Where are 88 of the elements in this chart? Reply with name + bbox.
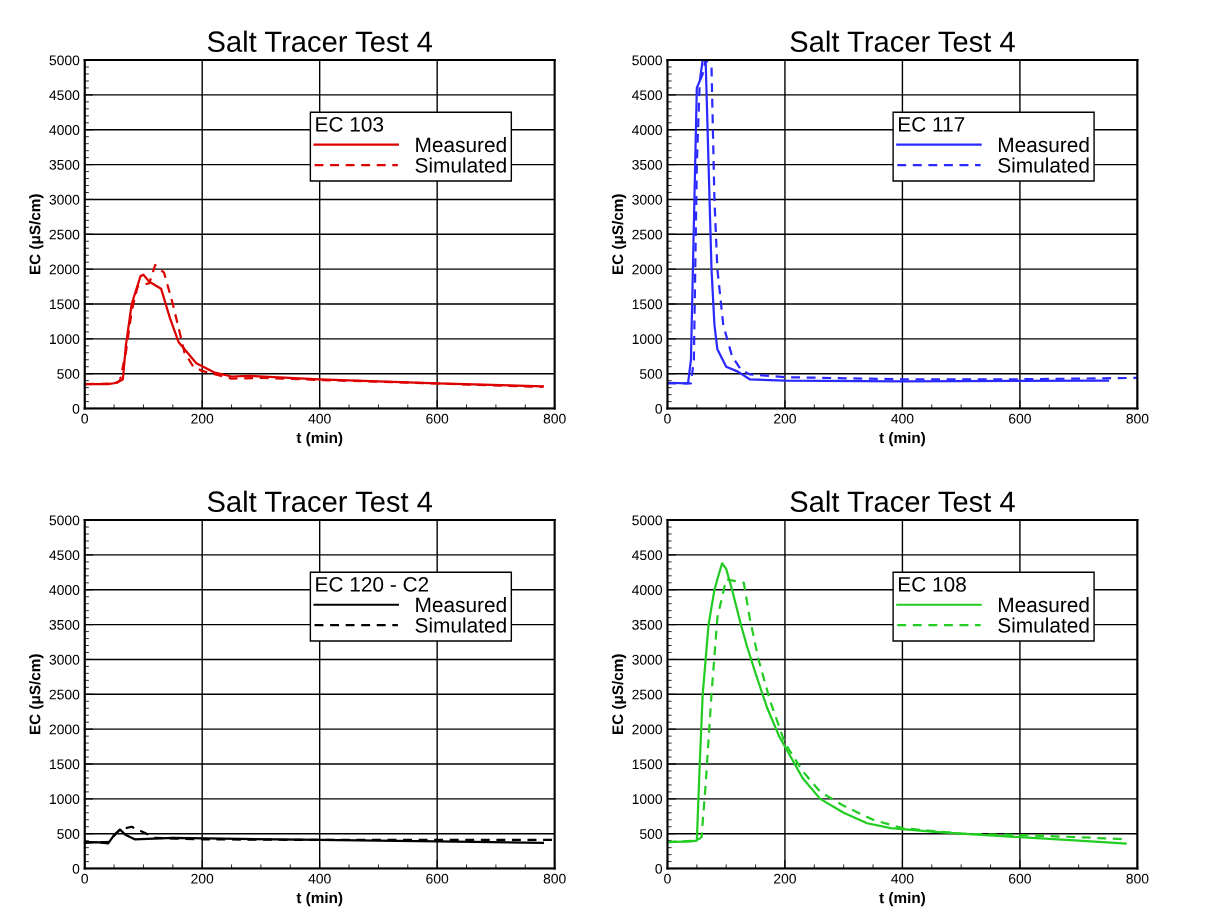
- y-tick-label: 2000: [49, 264, 80, 275]
- y-tick-label: 4000: [49, 585, 80, 595]
- y-tick-label: 4000: [49, 125, 80, 135]
- y-tick-label: 5000: [49, 515, 80, 526]
- y-tick-label: 0: [72, 863, 80, 874]
- legend-title: EC 120 - C2: [316, 577, 429, 592]
- y-tick-label: 500: [57, 829, 80, 839]
- y-tick-label: 1000: [632, 334, 663, 345]
- x-tick-label: 400: [308, 873, 331, 884]
- y-tick-label: 1500: [50, 299, 80, 310]
- y-tick-label: 2000: [49, 724, 80, 735]
- y-tick-label: 1500: [632, 759, 663, 770]
- x-axis-title: t (min): [879, 891, 925, 907]
- legend-label: Measured: [998, 596, 1089, 613]
- y-tick-label: 4500: [632, 90, 663, 101]
- y-axis-title: EC (μS/cm): [611, 194, 627, 275]
- x-tick-label: 600: [1009, 413, 1031, 424]
- y-axis-title: EC (μS/cm): [29, 654, 44, 735]
- y-tick-label: 4500: [49, 90, 80, 101]
- y-tick-label: 4500: [632, 550, 663, 561]
- y-axis-title: EC (μS/cm): [611, 654, 627, 735]
- y-tick-label: 2500: [49, 229, 80, 240]
- legend-label: Simulated: [415, 157, 506, 173]
- y-tick-label: 0: [72, 403, 80, 414]
- y-tick-label: 2500: [49, 689, 80, 700]
- chart-title: Salt Tracer Test 4: [790, 490, 1015, 513]
- x-tick-label: 600: [426, 873, 449, 884]
- y-tick-label: 1000: [632, 794, 663, 805]
- y-tick-label: 5000: [632, 55, 663, 66]
- x-tick-label: 400: [308, 413, 331, 424]
- legend-title: EC 103: [316, 117, 384, 132]
- y-tick-label: 3500: [49, 159, 80, 170]
- x-tick-label: 800: [543, 413, 566, 424]
- y-tick-label: 3000: [49, 194, 80, 205]
- x-tick-label: 200: [774, 873, 796, 884]
- legend-label: Measured: [416, 596, 506, 613]
- x-tick-label: 800: [1126, 413, 1149, 424]
- y-tick-label: 0: [655, 863, 663, 874]
- y-tick-label: 3000: [49, 654, 80, 665]
- x-tick-label: 800: [543, 873, 566, 884]
- x-tick-label: 400: [891, 413, 914, 424]
- y-tick-label: 2000: [632, 264, 663, 275]
- legend-title: EC 117: [898, 117, 965, 132]
- y-tick-label: 4500: [49, 550, 80, 561]
- y-tick-label: 2500: [632, 229, 663, 240]
- x-tick-label: 200: [774, 413, 796, 424]
- y-tick-label: 5000: [49, 55, 80, 66]
- y-tick-label: 3000: [632, 194, 663, 205]
- y-tick-label: 500: [639, 369, 663, 379]
- x-axis-title: t (min): [296, 431, 343, 447]
- y-tick-label: 1500: [50, 759, 80, 770]
- y-tick-label: 4000: [632, 585, 663, 595]
- x-tick-label: 600: [426, 413, 449, 424]
- x-tick-label: 400: [891, 873, 914, 884]
- x-tick-label: 800: [1126, 873, 1149, 884]
- chart-title: Salt Tracer Test 4: [207, 30, 433, 53]
- x-axis-title: t (min): [879, 431, 925, 447]
- y-tick-label: 5000: [632, 515, 663, 526]
- y-tick-label: 3500: [632, 159, 663, 170]
- legend-label: Simulated: [998, 157, 1089, 173]
- legend-label: Simulated: [998, 617, 1089, 633]
- y-tick-label: 500: [639, 829, 663, 839]
- y-tick-label: 4000: [632, 125, 663, 135]
- y-tick-label: 3500: [49, 619, 80, 630]
- y-tick-label: 3000: [632, 654, 663, 665]
- y-tick-label: 2500: [632, 689, 663, 700]
- x-tick-label: 200: [191, 413, 214, 424]
- y-tick-label: 1500: [632, 299, 663, 310]
- y-tick-label: 1000: [50, 334, 80, 345]
- y-tick-label: 1000: [50, 794, 80, 805]
- x-tick-label: 0: [81, 413, 89, 424]
- x-tick-label: 0: [81, 873, 89, 884]
- x-tick-label: 600: [1009, 873, 1031, 884]
- x-tick-label: 200: [191, 873, 214, 884]
- x-axis-title: t (min): [296, 891, 343, 907]
- chart-title: Salt Tracer Test 4: [790, 30, 1015, 53]
- y-tick-label: 3500: [632, 619, 663, 630]
- x-tick-label: 0: [664, 873, 671, 884]
- y-axis-title: EC (μS/cm): [29, 194, 44, 275]
- legend-label: Measured: [416, 136, 506, 153]
- legend-label: Simulated: [415, 617, 506, 633]
- legend-title: EC 108: [898, 577, 966, 592]
- y-tick-label: 500: [57, 369, 80, 379]
- y-tick-label: 0: [655, 403, 663, 414]
- legend-label: Measured: [998, 136, 1089, 153]
- x-tick-label: 0: [664, 413, 671, 424]
- chart-title: Salt Tracer Test 4: [207, 490, 433, 513]
- y-tick-label: 2000: [632, 724, 663, 735]
